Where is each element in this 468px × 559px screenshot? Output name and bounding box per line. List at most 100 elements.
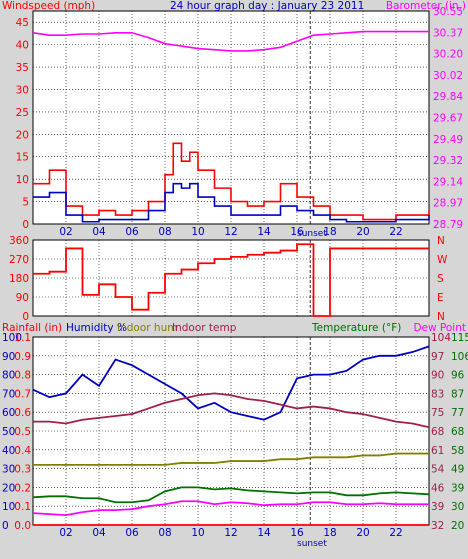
indoor-temp-tick-label: 97 [431, 351, 444, 363]
rainfall-tick-label: 0.9 [14, 351, 31, 363]
series-line-temperature-f- [32, 486, 430, 504]
windspeed-tick-label: 20 [16, 129, 29, 141]
barometer-tick-label: 30.55 [433, 6, 463, 18]
windspeed-tick-label: 0 [22, 219, 29, 231]
x-tick-label: 08 [158, 527, 171, 539]
temperature-tick-label: 58 [451, 445, 464, 457]
rainfall-tick-label: 0.0 [14, 520, 31, 532]
indoor-temp-tick-label: 90 [431, 370, 444, 382]
direction-tick-label: 270 [9, 254, 29, 266]
indoor-temp-tick-label: 46 [431, 482, 445, 494]
temperature-tick-label: 87 [451, 388, 464, 400]
temperature-tick-label: 68 [451, 426, 464, 438]
x-tick-label: 12 [224, 527, 237, 539]
humidity-tick-label: 100 [2, 332, 22, 344]
indoor-temp-tick-label: 75 [431, 407, 444, 419]
x-tick-label: 04 [92, 527, 106, 539]
indoor-temp-tick-label: 39 [431, 501, 444, 513]
x-tick-label: 18 [323, 226, 336, 238]
indoor-hum-label: Indoor hum [117, 322, 177, 334]
x-tick-label: 16 [290, 527, 304, 539]
humidity-label: Humidity % [66, 322, 127, 334]
indoor-temp-tick-label: 68 [431, 426, 444, 438]
rainfall-tick-label: 1.1 [14, 332, 31, 344]
x-tick-label: 06 [125, 226, 139, 238]
humidity-tick-label: 80 [2, 370, 15, 382]
x-tick-label: 22 [389, 527, 402, 539]
x-tick-label: 18 [323, 527, 336, 539]
series-line-gust [33, 142, 430, 221]
temperature-tick-label: 49 [451, 464, 464, 476]
x-tick-label: 12 [224, 226, 237, 238]
x-tick-label: 10 [191, 527, 204, 539]
rainfall-tick-label: 0.5 [14, 426, 31, 438]
temperature-tick-label: 96 [451, 370, 465, 382]
direction-tick-label: 90 [16, 292, 29, 304]
indoor-temp-tick-label: 104 [431, 332, 451, 344]
barometer-tick-label: 29.32 [433, 155, 463, 167]
x-tick-label: 06 [125, 527, 139, 539]
humidity-tick-label: 70 [2, 388, 15, 400]
windspeed-tick-label: 45 [16, 17, 29, 29]
humidity-tick-label: 20 [2, 482, 15, 494]
windspeed-tick-label: 15 [16, 152, 29, 164]
rainfall-tick-label: 0.4 [14, 445, 31, 457]
windspeed-axis-title: Windspeed (mph) [2, 0, 95, 12]
humidity-tick-label: 30 [2, 464, 15, 476]
x-tick-label: 02 [59, 527, 72, 539]
rainfall-tick-label: 0.6 [14, 407, 31, 419]
temperature-tick-label: 20 [451, 520, 464, 532]
x-tick-label: 16 [290, 226, 304, 238]
x-tick-label: 20 [356, 527, 369, 539]
humidity-tick-label: 0 [2, 520, 9, 532]
barometer-tick-label: 28.97 [433, 198, 463, 210]
compass-tick-label: N [437, 311, 445, 323]
direction-tick-label: 360 [9, 235, 29, 247]
x-tick-label: 10 [191, 226, 204, 238]
humidity-tick-label: 10 [2, 501, 15, 513]
series-line-wind-direction [33, 243, 429, 317]
indoor-temp-tick-label: 54 [431, 464, 445, 476]
rainfall-label: Rainfall (in) [2, 322, 62, 334]
series-line-humidity- [32, 345, 430, 421]
barometer-tick-label: 30.37 [433, 27, 463, 39]
series-line-barometer [32, 30, 429, 52]
rainfall-tick-label: 0.1 [14, 501, 31, 513]
barometer-tick-label: 29.84 [433, 91, 463, 103]
series-line-indoor-hum [33, 452, 429, 466]
direction-tick-label: 180 [9, 273, 29, 285]
series-line-dew-point [32, 500, 429, 517]
rainfall-tick-label: 0.2 [14, 482, 31, 494]
rainfall-tick-label: 0.7 [14, 388, 31, 400]
chart-title: 24 hour graph day : January 23 2011 [170, 0, 364, 12]
windspeed-tick-label: 40 [16, 40, 29, 52]
x-tick-label: 20 [356, 226, 369, 238]
indoor-temp-tick-label: 61 [431, 445, 444, 457]
x-tick-label: 08 [158, 226, 171, 238]
barometer-axis-title: Barometer (in.) [386, 0, 466, 12]
sunset-marker-bottom: sunset [297, 539, 327, 549]
sunset-marker-top: sunset [297, 229, 327, 239]
temperature-tick-label: 30 [451, 501, 464, 513]
humidity-tick-label: 50 [2, 426, 15, 438]
indoor-temp-tick-label: 83 [431, 388, 444, 400]
humidity-tick-label: 60 [2, 407, 15, 419]
temperature-tick-label: 39 [451, 482, 464, 494]
windspeed-tick-label: 10 [16, 174, 29, 186]
barometer-tick-label: 30.02 [433, 70, 463, 82]
rainfall-tick-label: 0.3 [14, 464, 31, 476]
indoor-temp-tick-label: 32 [431, 520, 444, 532]
dew-point-label: Dew Point [413, 322, 466, 334]
indoor-temp-label: Indoor temp [172, 322, 237, 334]
windspeed-tick-label: 5 [22, 197, 29, 209]
windspeed-tick-label: 30 [16, 84, 29, 96]
x-tick-label: 14 [257, 527, 271, 539]
temperature-label: Temperature (°F) [311, 322, 401, 334]
windspeed-tick-label: 25 [16, 107, 29, 119]
x-tick-label: 14 [257, 226, 271, 238]
barometer-tick-label: 28.79 [433, 219, 463, 231]
series-line-windspeed [33, 182, 430, 223]
barometer-tick-label: 29.49 [433, 134, 463, 146]
windspeed-tick-label: 35 [16, 62, 29, 74]
compass-tick-label: N [437, 235, 445, 247]
